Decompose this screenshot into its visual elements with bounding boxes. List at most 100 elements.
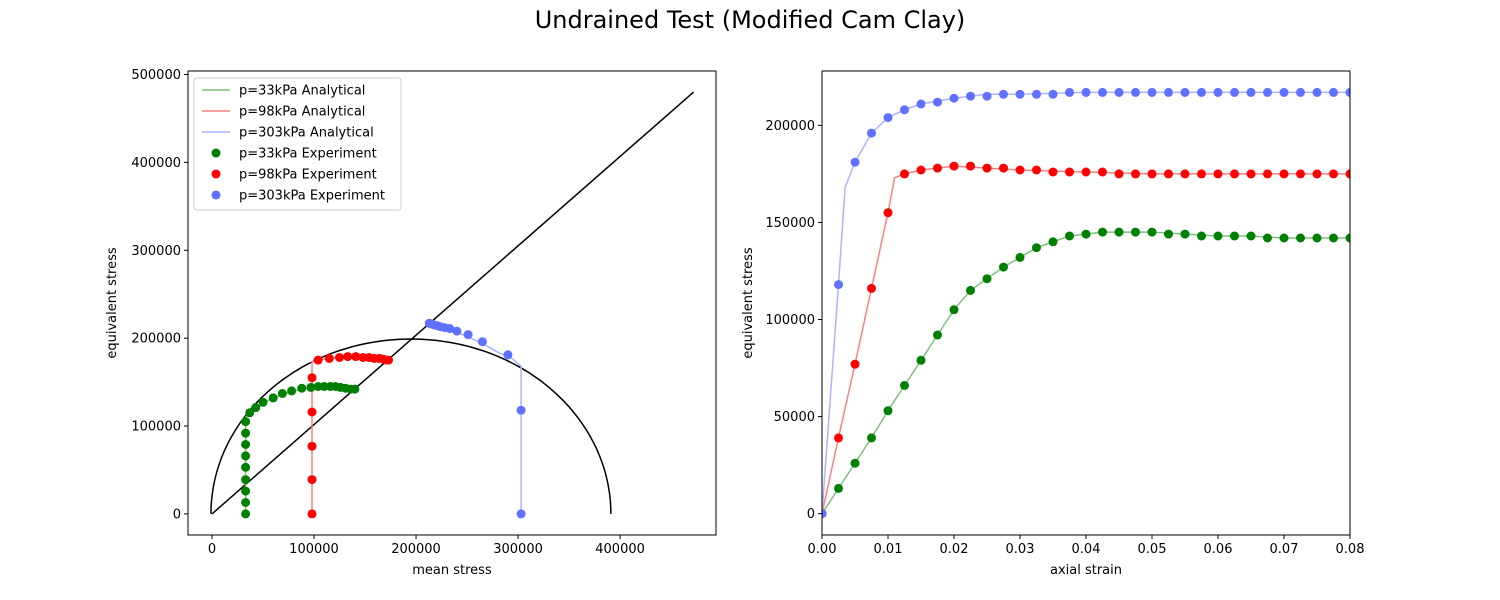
left-yield-surface-line bbox=[210, 338, 612, 514]
left-point-s0-4 bbox=[241, 462, 251, 472]
right-point-s2-5 bbox=[900, 105, 909, 115]
right-point-s0-1 bbox=[834, 483, 843, 493]
left-point-s2-4 bbox=[463, 330, 473, 340]
left-xtick-label: 0 bbox=[208, 542, 216, 557]
left-axes-frame bbox=[187, 70, 717, 536]
left-point-s1-16 bbox=[384, 355, 393, 365]
left-point-s1-3 bbox=[307, 407, 317, 417]
right-ytick-label: 100000 bbox=[765, 313, 815, 328]
right-point-s0-3 bbox=[867, 433, 876, 443]
left-xtick-label: 100000 bbox=[289, 542, 339, 557]
right-ytick-label: 0 bbox=[807, 507, 815, 522]
right-point-s2-32 bbox=[1345, 87, 1350, 97]
right-point-s2-6 bbox=[916, 99, 926, 109]
left-point-s0-2 bbox=[241, 486, 251, 496]
right-point-s2-15 bbox=[1065, 87, 1074, 97]
right-point-s2-28 bbox=[1279, 87, 1289, 97]
left-point-s0-12 bbox=[268, 393, 278, 403]
right-point-s0-18 bbox=[1114, 227, 1124, 237]
right-ytick-label: 200000 bbox=[765, 119, 815, 134]
right-point-s1-7 bbox=[933, 163, 942, 173]
right-y-axis-label: equivalent stress bbox=[741, 247, 756, 359]
left-point-s1-1 bbox=[307, 475, 317, 485]
left-data-layer bbox=[210, 91, 695, 519]
right-data-layer bbox=[822, 87, 1350, 519]
right-point-s2-19 bbox=[1131, 87, 1140, 97]
right-point-s2-16 bbox=[1081, 87, 1091, 97]
right-xtick-label: 0.02 bbox=[940, 542, 969, 557]
left-y-axis-label: equivalent stress bbox=[105, 247, 120, 359]
left-ytick-label: 300000 bbox=[131, 244, 181, 259]
right-point-s0-13 bbox=[1032, 243, 1041, 253]
right-axes-frame bbox=[821, 70, 1351, 536]
right-point-s1-24 bbox=[1213, 169, 1223, 179]
left-point-s2-1 bbox=[516, 405, 526, 415]
legend-entry-label: p=33kPa Experiment bbox=[239, 147, 377, 162]
right-point-s0-31 bbox=[1329, 233, 1338, 243]
right-point-s1-15 bbox=[1065, 167, 1074, 177]
left-point-s2-12 bbox=[424, 318, 434, 328]
right-series-line-2 bbox=[822, 91, 1350, 514]
right-point-s2-10 bbox=[982, 91, 992, 101]
right-point-s0-22 bbox=[1180, 229, 1190, 239]
left-point-s0-3 bbox=[241, 475, 251, 485]
right-point-s1-25 bbox=[1230, 169, 1239, 179]
legend-entry-label: p=98kPa Analytical bbox=[239, 105, 365, 120]
left-ytick-label: 200000 bbox=[131, 332, 181, 347]
right-point-s1-32 bbox=[1345, 169, 1350, 179]
right-point-s2-4 bbox=[883, 113, 893, 123]
right-point-s0-28 bbox=[1279, 233, 1289, 243]
right-point-s1-5 bbox=[900, 169, 909, 179]
right-point-s0-30 bbox=[1312, 233, 1322, 243]
right-point-s0-21 bbox=[1164, 229, 1173, 239]
right-point-s1-3 bbox=[867, 283, 876, 293]
right-point-s2-26 bbox=[1246, 87, 1256, 97]
left-series-line-1 bbox=[311, 356, 391, 514]
left-point-s1-7 bbox=[335, 353, 344, 362]
left-xtick-label: 200000 bbox=[391, 542, 441, 557]
left-point-s0-10 bbox=[251, 403, 261, 413]
right-point-s1-13 bbox=[1032, 165, 1041, 175]
right-point-s0-9 bbox=[966, 285, 975, 295]
right-point-s2-20 bbox=[1147, 87, 1157, 97]
right-point-s0-4 bbox=[883, 406, 893, 416]
right-point-s0-11 bbox=[999, 262, 1008, 272]
right-point-s1-22 bbox=[1180, 169, 1190, 179]
right-point-s1-18 bbox=[1114, 169, 1124, 179]
right-point-s2-12 bbox=[1015, 89, 1025, 99]
right-point-s2-7 bbox=[933, 97, 942, 107]
right-point-s2-11 bbox=[999, 89, 1008, 99]
right-point-s2-31 bbox=[1329, 87, 1338, 97]
right-ytick-label: 50000 bbox=[774, 410, 815, 425]
right-point-s0-32 bbox=[1345, 233, 1350, 243]
right-point-s1-28 bbox=[1279, 169, 1289, 179]
left-point-s1-6 bbox=[324, 353, 334, 363]
right-point-s2-27 bbox=[1263, 87, 1272, 97]
legend-entry-label: p=98kPa Experiment bbox=[239, 168, 377, 183]
right-point-s2-21 bbox=[1164, 87, 1173, 97]
legend-marker-swatch bbox=[211, 169, 221, 179]
right-xtick-label: 0.07 bbox=[1270, 542, 1299, 557]
right-point-s1-1 bbox=[834, 433, 843, 443]
right-point-s1-4 bbox=[883, 208, 893, 218]
left-point-s0-16 bbox=[306, 382, 316, 392]
left-point-s0-8 bbox=[241, 417, 251, 427]
right-point-s1-14 bbox=[1048, 167, 1058, 177]
right-point-s0-14 bbox=[1048, 237, 1058, 247]
left-point-s0-5 bbox=[241, 451, 251, 461]
right-point-s0-25 bbox=[1230, 231, 1239, 241]
left-xtick-label: 300000 bbox=[493, 542, 543, 557]
right-point-s2-8 bbox=[949, 93, 959, 103]
right-point-s2-22 bbox=[1180, 87, 1190, 97]
left-point-s2-2 bbox=[503, 350, 513, 360]
left-point-s1-5 bbox=[313, 355, 323, 365]
right-point-s1-29 bbox=[1296, 169, 1305, 179]
right-point-s0-7 bbox=[933, 330, 942, 340]
right-xtick-label: 0.04 bbox=[1072, 542, 1101, 557]
left-point-s2-0 bbox=[516, 509, 526, 519]
right-point-s0-29 bbox=[1296, 233, 1305, 243]
right-point-s1-26 bbox=[1246, 169, 1256, 179]
legend-entry-label: p=33kPa Analytical bbox=[239, 84, 365, 99]
right-point-s2-2 bbox=[850, 157, 860, 167]
